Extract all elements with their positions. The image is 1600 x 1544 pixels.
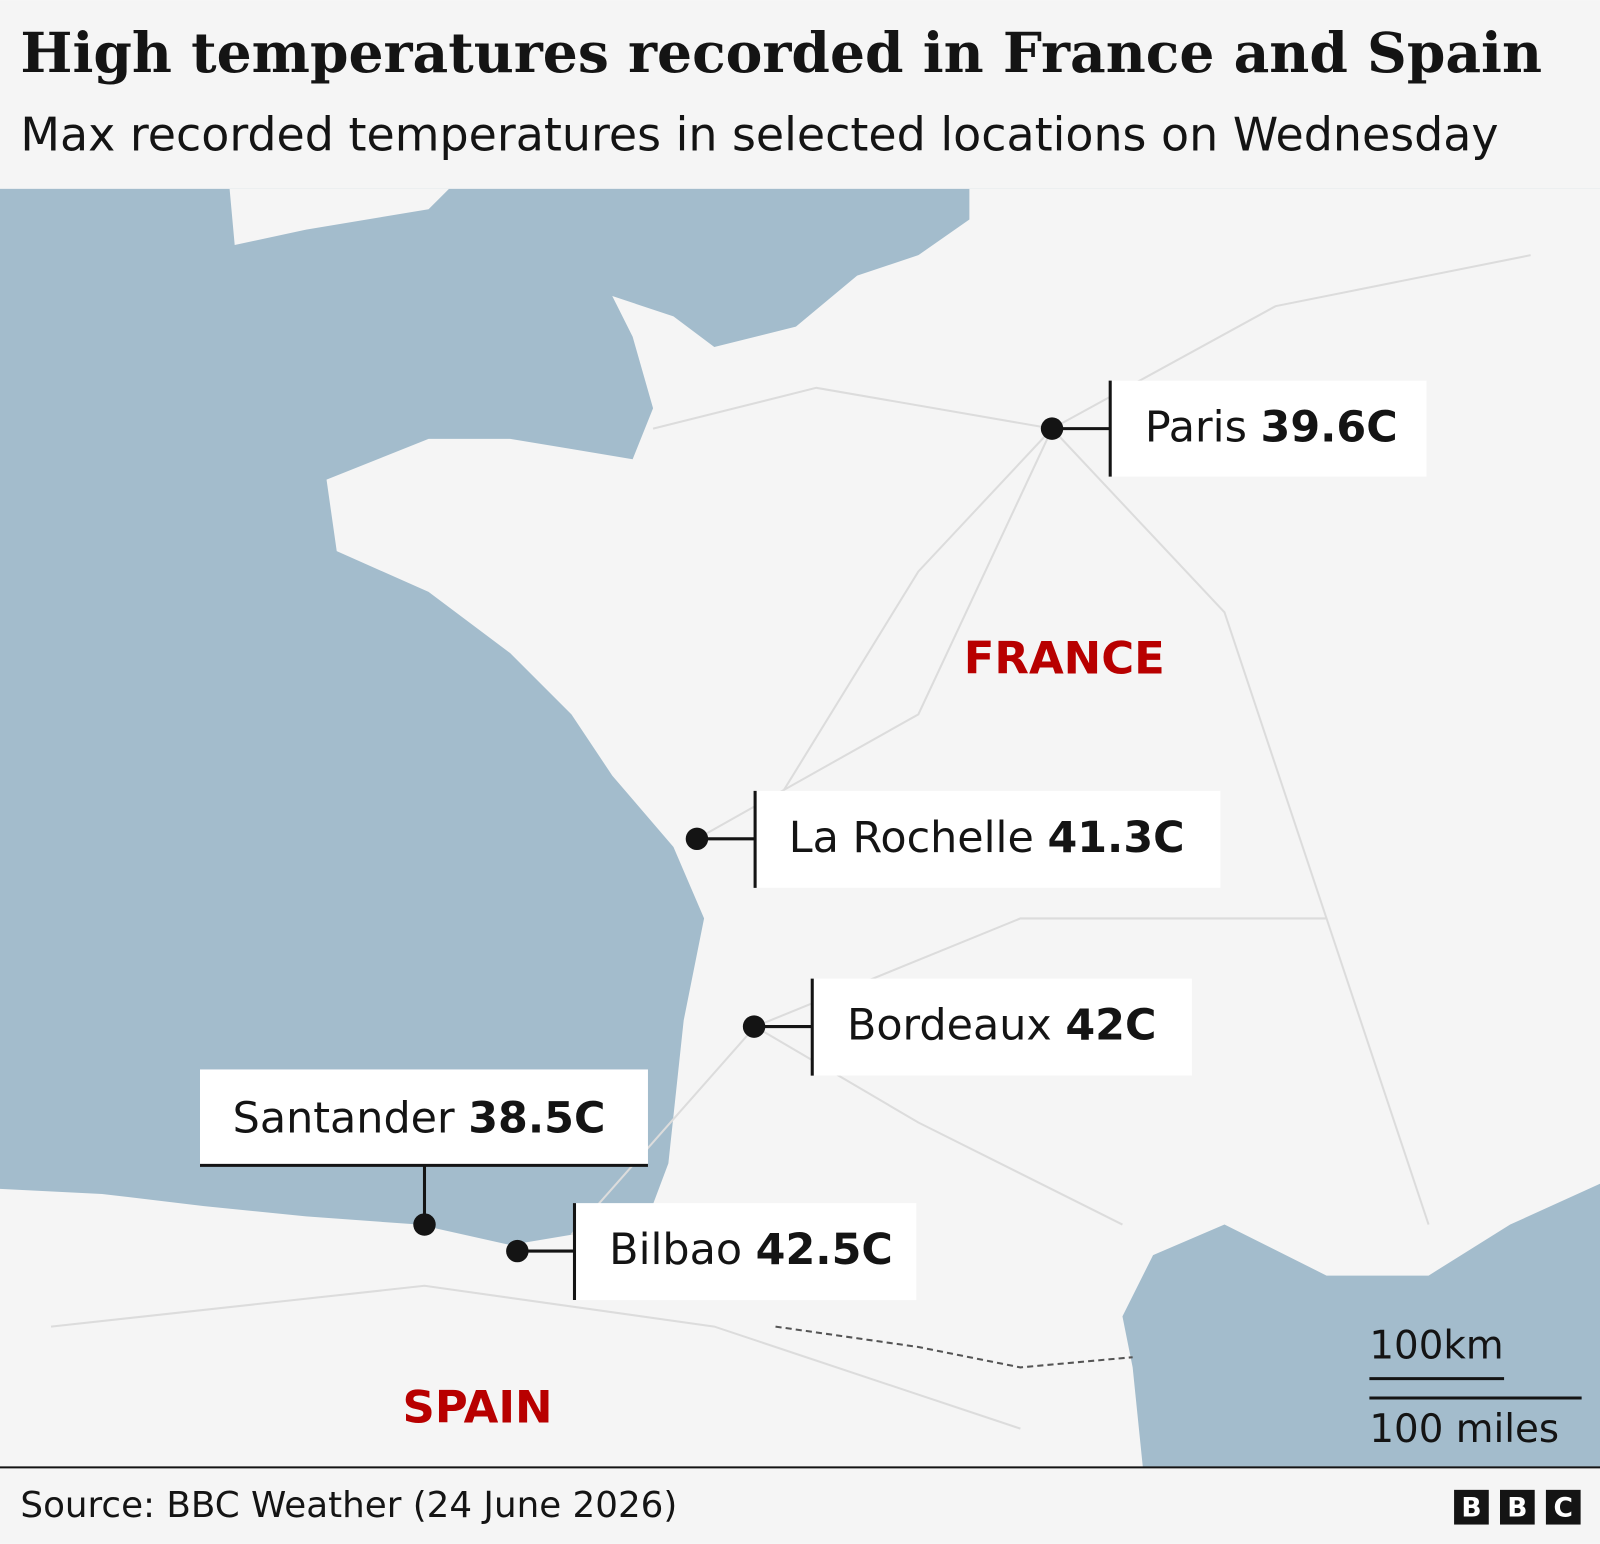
location-dot: [413, 1213, 436, 1236]
roads: [50, 254, 1531, 1430]
location-dot: [685, 827, 709, 851]
footer-bg: [0, 1467, 1600, 1544]
callout-box: [200, 1069, 648, 1166]
callout-label: Bordeaux 42C: [847, 1000, 1156, 1050]
source: Source: BBC Weather (24 June 2026): [20, 1485, 677, 1526]
location-temp: 42C: [1065, 1000, 1156, 1050]
logo-letter: C: [1554, 1493, 1573, 1524]
callout: La Rochelle 41.3C: [685, 790, 1221, 888]
callout-label: La Rochelle 41.3C: [789, 812, 1185, 862]
callout: Bordeaux 42C: [742, 978, 1192, 1076]
logo-letter: B: [1507, 1493, 1527, 1524]
header-bg: [0, 0, 1600, 189]
country-label: SPAIN: [403, 1380, 553, 1433]
scale-metric: 100km: [1369, 1324, 1503, 1369]
logo-letter: B: [1461, 1493, 1481, 1524]
location-temp: 38.5C: [468, 1093, 605, 1143]
callout: Paris 39.6C: [1040, 380, 1427, 477]
location-temp: 39.6C: [1261, 402, 1398, 452]
logo: B B C: [1454, 1489, 1581, 1525]
land-uk: [229, 188, 449, 245]
location-dot: [1040, 417, 1064, 440]
callout-label: Paris 39.6C: [1145, 402, 1398, 452]
title: High temperatures recorded in France and…: [20, 20, 1542, 85]
location-name: Santander: [233, 1093, 455, 1143]
callout-box: [574, 1203, 917, 1301]
location-name: La Rochelle: [789, 812, 1034, 862]
scale-bar: 100km 100 miles: [1369, 1324, 1582, 1452]
callout: Bilbao 42.5C: [506, 1203, 917, 1301]
location-name: Bordeaux: [847, 1000, 1052, 1050]
callout-box: [755, 790, 1221, 888]
callout-label: Bilbao 42.5C: [609, 1225, 893, 1275]
callout-box: [812, 978, 1192, 1076]
subtitle: Max recorded temperatures in selected lo…: [20, 107, 1498, 161]
location-temp: 42.5C: [756, 1225, 893, 1275]
logo-box: [1454, 1489, 1489, 1525]
location-name: Paris: [1145, 402, 1247, 452]
callout-box: [1110, 380, 1427, 477]
callout: Santander 38.5C: [200, 1069, 648, 1236]
location-name: Bilbao: [609, 1225, 742, 1275]
location-dot: [742, 1015, 766, 1038]
logo-box: [1500, 1489, 1535, 1525]
location-dot: [506, 1239, 529, 1263]
country-label: FRANCE: [964, 631, 1165, 684]
logo-box: [1545, 1489, 1581, 1525]
location-temp: 41.3C: [1047, 812, 1184, 862]
scale-imperial: 100 miles: [1369, 1407, 1559, 1452]
callout-label: Santander 38.5C: [233, 1093, 606, 1143]
